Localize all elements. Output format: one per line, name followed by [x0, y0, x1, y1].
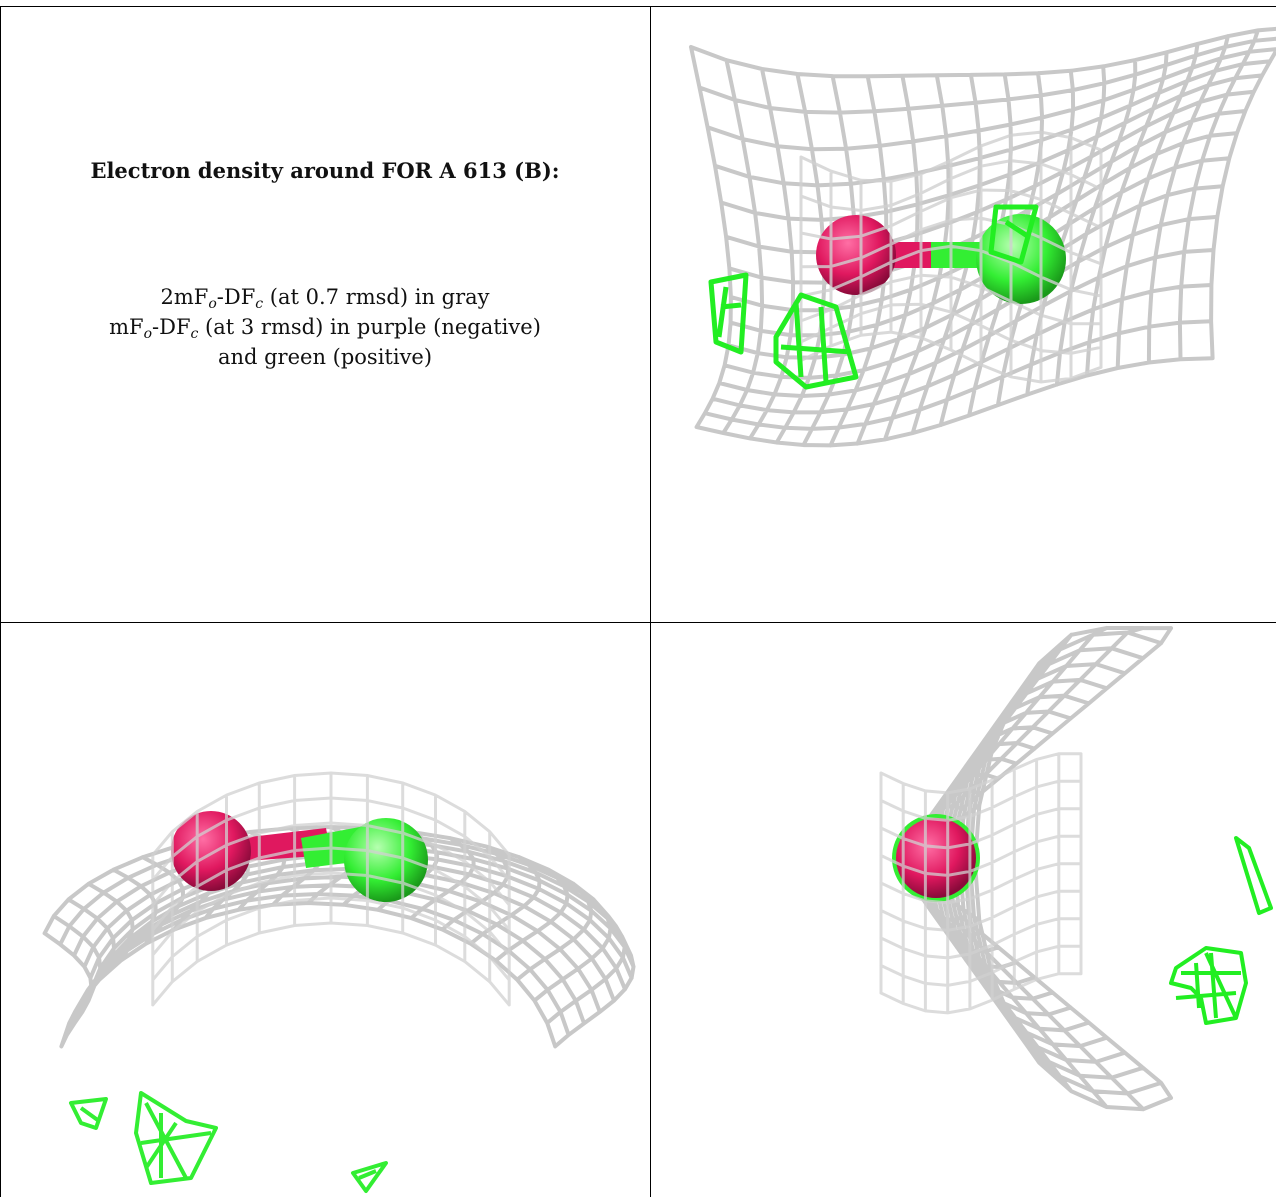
atom-model — [892, 814, 980, 902]
caption-title: Electron density around FOR A 613 (B): — [90, 158, 560, 183]
green-positive-density — [708, 204, 1039, 390]
density-view-bottom-left — [1, 623, 650, 1197]
mesh-lines — [799, 130, 1103, 384]
legend-line-green: and green (positive) — [217, 345, 433, 369]
mesh-lines — [879, 752, 1083, 1015]
green-positive-density — [69, 1091, 388, 1193]
atom-model — [171, 811, 428, 902]
mesh-lines — [151, 771, 511, 1007]
green-positive-density — [1169, 836, 1273, 1025]
carbon-atom — [344, 818, 428, 902]
table-middle-divider — [0, 622, 1276, 623]
density-render-3 — [879, 626, 1273, 1112]
density-render-1 — [689, 26, 1276, 448]
density-render-2 — [42, 771, 636, 1193]
legend-line-mfo: mFo-DFc (at 3 rmsd) in purple (negative) — [109, 315, 541, 342]
oxygen-atom — [171, 811, 251, 891]
table-left-border — [0, 6, 1, 1197]
gray-mesh-front — [151, 771, 511, 1007]
gray-mesh-front — [799, 130, 1103, 384]
table-center-divider — [650, 6, 651, 1197]
gray-mesh-front — [879, 752, 1083, 1015]
table-top-border — [0, 6, 1276, 7]
oxygen-atom — [816, 215, 896, 295]
density-view-bottom-right — [651, 623, 1276, 1197]
caption-legend: 2mFo-DFc (at 0.7 rmsd) in gray mFo-DFc (… — [0, 282, 650, 372]
density-view-top-right — [651, 7, 1276, 622]
caption-cell: Electron density around FOR A 613 (B): 2… — [0, 0, 650, 620]
legend-line-2mfo: 2mFo-DFc (at 0.7 rmsd) in gray — [160, 285, 490, 312]
oxygen-atom — [896, 818, 976, 898]
